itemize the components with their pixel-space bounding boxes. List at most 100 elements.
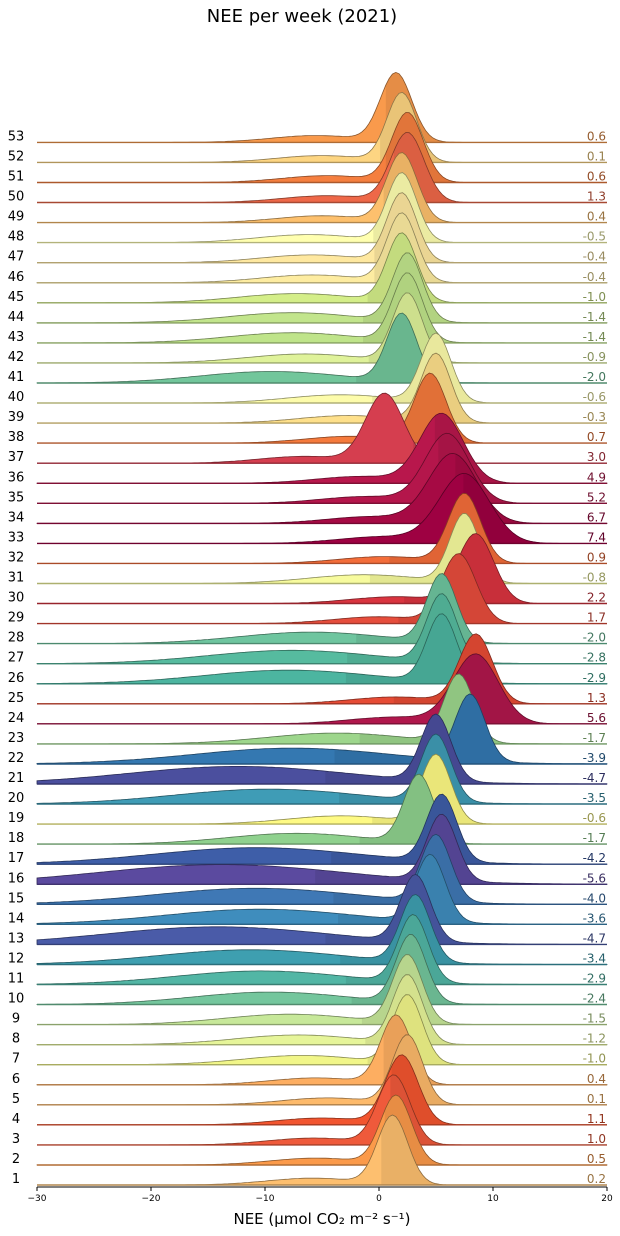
- ridge-area-week-49: [37, 152, 607, 223]
- week-label-15: 15: [8, 891, 25, 906]
- mean-label-week-24: 5.6: [587, 711, 606, 725]
- week-label-46: 46: [8, 270, 25, 285]
- ridge-week-52: 52 0.1: [8, 91, 607, 164]
- mean-label-week-43: -1.4: [583, 330, 606, 344]
- mean-label-week-26: -2.9: [583, 671, 606, 685]
- ridge-area-week-53: [37, 72, 607, 143]
- mean-label-week-21: -4.7: [583, 771, 606, 785]
- week-label-20: 20: [8, 791, 25, 806]
- week-label-8: 8: [12, 1032, 20, 1047]
- ridge-area-week-22: [37, 694, 607, 764]
- week-label-1: 1: [12, 1172, 20, 1187]
- ridge-outline-week-49: [37, 152, 607, 223]
- ridge-week-51: 51 0.6: [8, 112, 607, 185]
- week-label-39: 39: [8, 410, 25, 425]
- mean-label-week-37: 3.0: [587, 450, 606, 464]
- ridge-week-31: 31 -0.8: [8, 513, 607, 586]
- mean-label-week-15: -4.0: [583, 891, 606, 905]
- week-label-29: 29: [8, 611, 25, 626]
- week-label-47: 47: [8, 250, 25, 265]
- week-label-11: 11: [8, 972, 25, 987]
- x-tick-label: 20: [601, 1194, 613, 1204]
- mean-label-week-30: 2.2: [587, 591, 606, 605]
- mean-label-week-10: -2.4: [583, 992, 606, 1006]
- week-label-14: 14: [8, 911, 25, 926]
- week-label-37: 37: [8, 450, 25, 465]
- mean-label-week-52: 0.1: [587, 149, 606, 163]
- ridge-outline-week-51: [37, 112, 607, 183]
- mean-label-week-39: -0.3: [583, 410, 606, 424]
- mean-label-week-47: -0.4: [583, 250, 606, 264]
- week-label-51: 51: [8, 170, 25, 185]
- ridge-area-week-28: [37, 573, 607, 644]
- ridge-outline-week-6: [36, 1014, 608, 1086]
- week-label-22: 22: [8, 751, 25, 766]
- mean-label-week-40: -0.6: [583, 390, 606, 404]
- ridge-outline-week-39: [37, 352, 607, 424]
- week-label-3: 3: [12, 1132, 20, 1147]
- mean-label-week-6: 0.4: [587, 1072, 606, 1086]
- week-label-26: 26: [8, 671, 25, 686]
- mean-label-week-2: 0.5: [587, 1152, 606, 1166]
- ridge-area-week-16: [37, 814, 607, 885]
- week-label-43: 43: [8, 330, 25, 345]
- week-label-33: 33: [8, 530, 25, 545]
- ridge-week-26: 26 -2.9: [8, 613, 608, 686]
- mean-label-week-29: 1.7: [587, 611, 606, 625]
- mean-label-week-27: -2.8: [583, 651, 606, 665]
- week-label-21: 21: [8, 771, 25, 786]
- mean-label-week-18: -1.7: [583, 831, 606, 845]
- week-label-16: 16: [8, 871, 25, 886]
- week-label-5: 5: [12, 1092, 20, 1107]
- week-label-45: 45: [8, 290, 25, 305]
- x-tick-label: 0: [376, 1194, 382, 1204]
- week-label-28: 28: [8, 631, 25, 646]
- mean-label-week-1: 0.2: [587, 1172, 606, 1186]
- week-label-17: 17: [8, 851, 25, 866]
- mean-label-week-49: 0.4: [587, 210, 606, 224]
- x-tick-label: −30: [28, 1194, 47, 1204]
- mean-label-week-46: -0.4: [583, 270, 606, 284]
- ridge-week-53: 53 0.6: [8, 71, 607, 144]
- week-label-12: 12: [8, 952, 25, 967]
- week-label-23: 23: [8, 731, 25, 746]
- mean-label-week-50: 1.3: [587, 190, 606, 204]
- mean-label-week-41: -2.0: [583, 370, 606, 384]
- mean-label-week-20: -3.5: [583, 791, 606, 805]
- mean-label-week-14: -3.6: [583, 911, 606, 925]
- mean-label-week-19: -0.6: [583, 811, 606, 825]
- mean-label-week-16: -5.6: [583, 871, 606, 885]
- week-label-50: 50: [8, 190, 25, 205]
- ridge-area-week-6: [37, 1014, 607, 1085]
- week-label-31: 31: [8, 571, 25, 586]
- mean-label-week-42: -0.9: [583, 350, 606, 364]
- ridge-area-week-52: [37, 92, 607, 163]
- mean-label-week-38: 0.7: [587, 430, 606, 444]
- week-label-36: 36: [8, 470, 25, 485]
- week-label-40: 40: [8, 390, 25, 405]
- x-tick-label: 10: [487, 1194, 499, 1204]
- week-label-44: 44: [8, 310, 25, 325]
- ridge-outline-week-37: [37, 392, 607, 464]
- mean-label-week-45: -1.0: [583, 290, 606, 304]
- ridge-outline-week-22: [36, 693, 608, 765]
- mean-label-week-28: -2.0: [583, 631, 606, 645]
- week-label-52: 52: [8, 149, 25, 164]
- mean-label-week-17: -4.2: [583, 851, 606, 865]
- week-label-10: 10: [8, 992, 25, 1007]
- week-label-38: 38: [8, 430, 25, 445]
- week-label-35: 35: [8, 490, 25, 505]
- mean-label-week-48: -0.5: [583, 230, 606, 244]
- week-label-27: 27: [8, 651, 25, 666]
- mean-label-week-4: 1.1: [587, 1112, 606, 1126]
- week-label-32: 32: [8, 550, 25, 565]
- mean-label-week-25: 1.3: [587, 691, 606, 705]
- mean-label-week-5: 0.1: [587, 1092, 606, 1106]
- mean-label-week-53: 0.6: [587, 129, 606, 143]
- week-label-30: 30: [8, 591, 25, 606]
- ridge-week-32: 32 0.9: [8, 492, 607, 565]
- mean-label-week-32: 0.9: [587, 550, 606, 564]
- mean-label-week-11: -2.9: [583, 972, 606, 986]
- mean-label-week-8: -1.2: [583, 1032, 606, 1046]
